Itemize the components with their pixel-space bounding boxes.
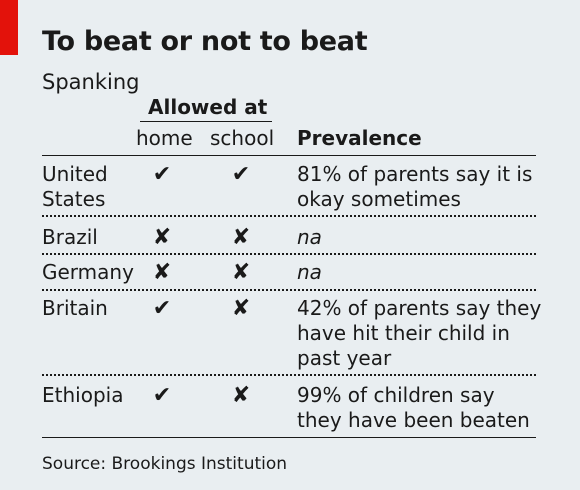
- home-mark: ✘: [152, 260, 172, 285]
- row-divider: [42, 289, 536, 291]
- prevalence-cell: 99% of children say they have been beate…: [297, 383, 530, 432]
- home-mark: ✔: [152, 383, 172, 408]
- chart-title: To beat or not to beat: [42, 26, 368, 57]
- country-cell: United States: [42, 162, 108, 211]
- school-mark: ✔: [231, 162, 251, 187]
- allowed-at-header: Allowed at: [148, 95, 268, 119]
- home-mark: ✔: [152, 296, 172, 321]
- school-mark: ✘: [231, 225, 251, 250]
- source-note: Source: Brookings Institution: [42, 454, 288, 474]
- column-header-home: home: [136, 126, 193, 150]
- allowed-at-rule: [140, 121, 272, 122]
- header-rule: [42, 155, 536, 156]
- home-mark: ✔: [152, 162, 172, 187]
- country-cell: Germany: [42, 260, 134, 284]
- country-cell: Britain: [42, 296, 108, 320]
- column-header-prevalence: Prevalence: [297, 126, 422, 150]
- prevalence-cell: 81% of parents say it is okay sometimes: [297, 162, 533, 211]
- chart-subtitle: Spanking: [42, 70, 140, 94]
- column-header-school: school: [210, 126, 275, 150]
- school-mark: ✘: [231, 296, 251, 321]
- table-bottom-rule: [42, 437, 536, 438]
- prevalence-cell: na: [297, 225, 322, 249]
- country-cell: Brazil: [42, 225, 98, 249]
- row-divider: [42, 215, 536, 217]
- prevalence-cell: na: [297, 260, 322, 284]
- country-cell: Ethiopia: [42, 383, 124, 407]
- accent-bar: [0, 0, 18, 55]
- prevalence-cell: 42% of parents say they have hit their c…: [297, 296, 542, 370]
- row-divider: [42, 253, 536, 255]
- row-divider: [42, 374, 536, 376]
- home-mark: ✘: [152, 225, 172, 250]
- school-mark: ✘: [231, 383, 251, 408]
- school-mark: ✘: [231, 260, 251, 285]
